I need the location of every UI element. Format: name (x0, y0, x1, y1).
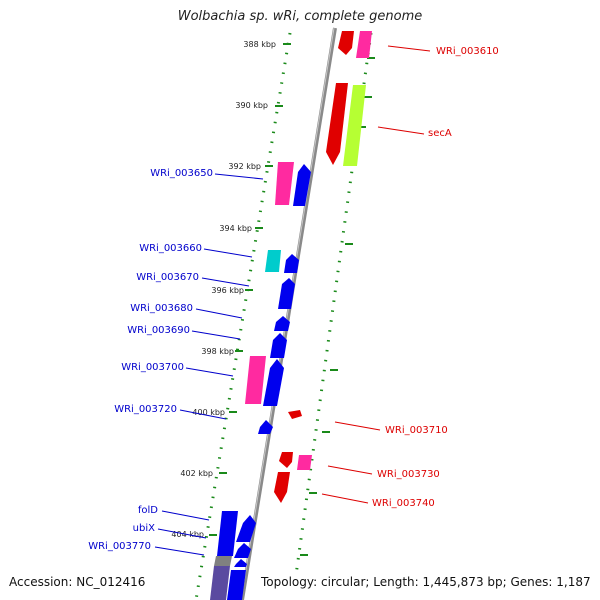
gene-label-wri-003690[interactable]: WRi_003690 (127, 325, 190, 336)
gene-feature-fold-b[interactable] (236, 515, 256, 542)
gene-label-wri-003740[interactable]: WRi_003740 (372, 498, 435, 509)
forward-gene-labels: WRi_003650 WRi_003660 WRi_003670 WRi_003… (88, 168, 213, 552)
gene-label-wri-003720[interactable]: WRi_003720 (114, 404, 177, 415)
map-title: Wolbachia sp. wRi, complete genome (177, 9, 423, 24)
scale-label-390: 390 kbp (235, 101, 268, 110)
gene-feature-ubix[interactable] (234, 543, 251, 558)
scale-label-398: 398 kbp (201, 347, 234, 356)
gene-label-fold[interactable]: folD (138, 505, 158, 516)
leader-line (203, 248, 253, 258)
gene-feature-wri-003650-b[interactable] (293, 164, 311, 206)
leader-line (387, 45, 431, 52)
leader-line (179, 409, 227, 420)
scale-label-402: 402 kbp (180, 469, 213, 478)
gene-feature-wri-003660[interactable] (265, 250, 281, 272)
gene-feature-wri-003670[interactable] (278, 278, 295, 309)
scale-label-396: 396 kbp (211, 286, 244, 295)
scale-label-400: 400 kbp (192, 408, 225, 417)
inner-tick-track (194, 32, 292, 600)
gene-feature-wri-003680[interactable] (274, 316, 290, 331)
gene-feature-wri-003610[interactable] (338, 31, 354, 55)
gene-label-wri-003610[interactable]: WRi_003610 (436, 46, 499, 57)
leader-line (195, 308, 243, 319)
reverse-gene-labels: WRi_003610 secA WRi_003710 WRi_003730 WR… (372, 46, 499, 509)
gene-feature-seca[interactable] (326, 83, 348, 165)
gene-label-wri-003680[interactable]: WRi_003680 (130, 303, 193, 314)
right-leader-lines (321, 45, 431, 504)
reverse-strand-features (274, 31, 372, 503)
leader-line (154, 546, 205, 556)
gene-label-wri-003700[interactable]: WRi_003700 (121, 362, 184, 373)
gene-feature-wri-003740[interactable] (274, 472, 290, 503)
leader-line (201, 277, 250, 287)
leader-line (327, 465, 373, 475)
leader-line (377, 126, 425, 135)
genome-summary-text: Topology: circular; Length: 1,445,873 bp… (261, 575, 591, 589)
gene-feature-bottom-blue[interactable] (227, 570, 246, 600)
gene-label-wri-003730[interactable]: WRi_003730 (377, 469, 440, 480)
gene-feature-bottom-purple[interactable] (210, 566, 230, 600)
scale-label-388: 388 kbp (243, 40, 276, 49)
gene-feature-wri-003730[interactable] (279, 452, 293, 468)
gene-label-wri-003770[interactable]: WRi_003770 (88, 541, 151, 552)
leader-line (321, 493, 369, 504)
scale-labels: 388 kbp 390 kbp 392 kbp 394 kbp 396 kbp … (171, 40, 276, 539)
gene-label-wri-003660[interactable]: WRi_003660 (139, 243, 202, 254)
gene-feature-wri-003690[interactable] (270, 333, 287, 358)
genome-backbone-highlight (240, 27, 335, 600)
gene-feature-wri-003770[interactable] (234, 559, 247, 567)
gene-label-seca[interactable]: secA (428, 128, 452, 139)
gene-label-wri-003650[interactable]: WRi_003650 (150, 168, 213, 179)
gene-feature-wri-003770-b[interactable] (214, 556, 232, 566)
gene-feature-wri-003730-b[interactable] (297, 455, 312, 470)
gene-feature-wri-003700[interactable] (245, 356, 266, 404)
gene-feature-wri-003700-b[interactable] (263, 359, 284, 406)
gene-feature-wri-003710[interactable] (288, 410, 302, 419)
gene-feature-wri-003660-b[interactable] (284, 254, 299, 273)
leader-line (334, 421, 381, 431)
leader-line (214, 173, 264, 180)
scale-label-394: 394 kbp (219, 224, 252, 233)
gene-label-wri-003670[interactable]: WRi_003670 (136, 272, 199, 283)
leader-line (157, 528, 207, 539)
gene-label-ubix[interactable]: ubiX (133, 523, 155, 534)
forward-strand-features (210, 162, 311, 600)
gene-feature-wri-003720[interactable] (258, 420, 273, 434)
left-leader-lines (154, 173, 264, 556)
gene-label-wri-003710[interactable]: WRi_003710 (385, 425, 448, 436)
gene-feature-wri-003610-b[interactable] (356, 31, 372, 58)
gene-feature-fold[interactable] (217, 511, 238, 556)
gene-feature-seca-b[interactable] (343, 85, 366, 166)
scale-label-392: 392 kbp (228, 162, 261, 171)
leader-line (185, 367, 234, 377)
accession-text: Accession: NC_012416 (9, 575, 146, 589)
leader-line (191, 330, 241, 340)
gene-feature-wri-003650[interactable] (275, 162, 294, 205)
leader-line (161, 510, 210, 521)
genome-backbone (240, 27, 337, 600)
